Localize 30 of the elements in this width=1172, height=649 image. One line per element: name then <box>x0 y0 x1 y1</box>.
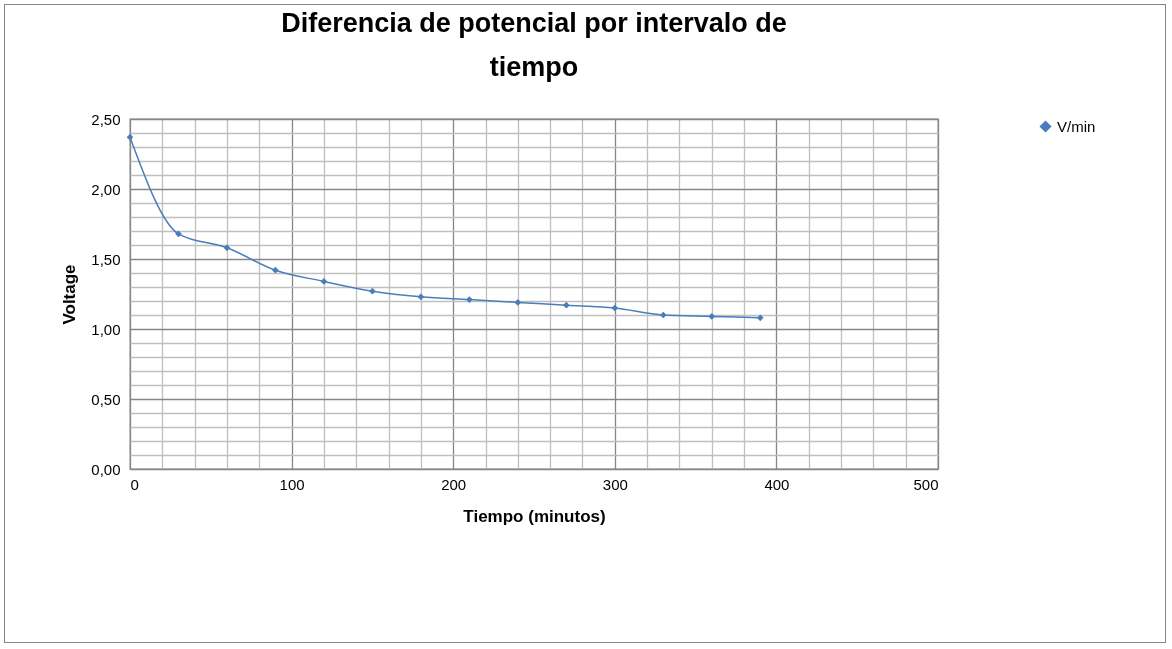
x-tick-label: 0 <box>130 475 139 493</box>
point <box>272 266 279 274</box>
point <box>611 304 619 312</box>
y-tick-label: 1,50 <box>91 250 121 268</box>
y-axis-title: Voltage <box>60 264 80 325</box>
point <box>466 296 473 303</box>
x-tick-label: 400 <box>764 475 790 493</box>
point <box>514 299 522 306</box>
point <box>223 244 231 252</box>
point <box>562 301 570 309</box>
point <box>756 314 764 322</box>
point <box>417 293 425 301</box>
x-tick-label: 500 <box>913 475 939 493</box>
y-tick-label: 0,00 <box>91 460 121 478</box>
point <box>175 230 182 238</box>
y-tick-label: 1,00 <box>91 320 121 338</box>
point <box>708 313 716 320</box>
x-tick-label: 100 <box>279 475 305 493</box>
point <box>369 287 376 295</box>
legend-label: V/min <box>1057 117 1096 135</box>
x-axis-title: Tiempo (minutos) <box>463 506 606 526</box>
y-tick-label: 2,00 <box>91 180 121 198</box>
x-tick-label: 300 <box>602 475 628 493</box>
point <box>659 311 667 319</box>
point <box>320 278 328 285</box>
y-tick-label: 2,50 <box>91 110 121 128</box>
point <box>126 133 134 141</box>
x-tick-label: 200 <box>441 475 467 493</box>
chart-title: Diferencia de potencial por intervalo de tiempo <box>281 8 787 82</box>
y-tick-label: 0,50 <box>91 390 121 408</box>
